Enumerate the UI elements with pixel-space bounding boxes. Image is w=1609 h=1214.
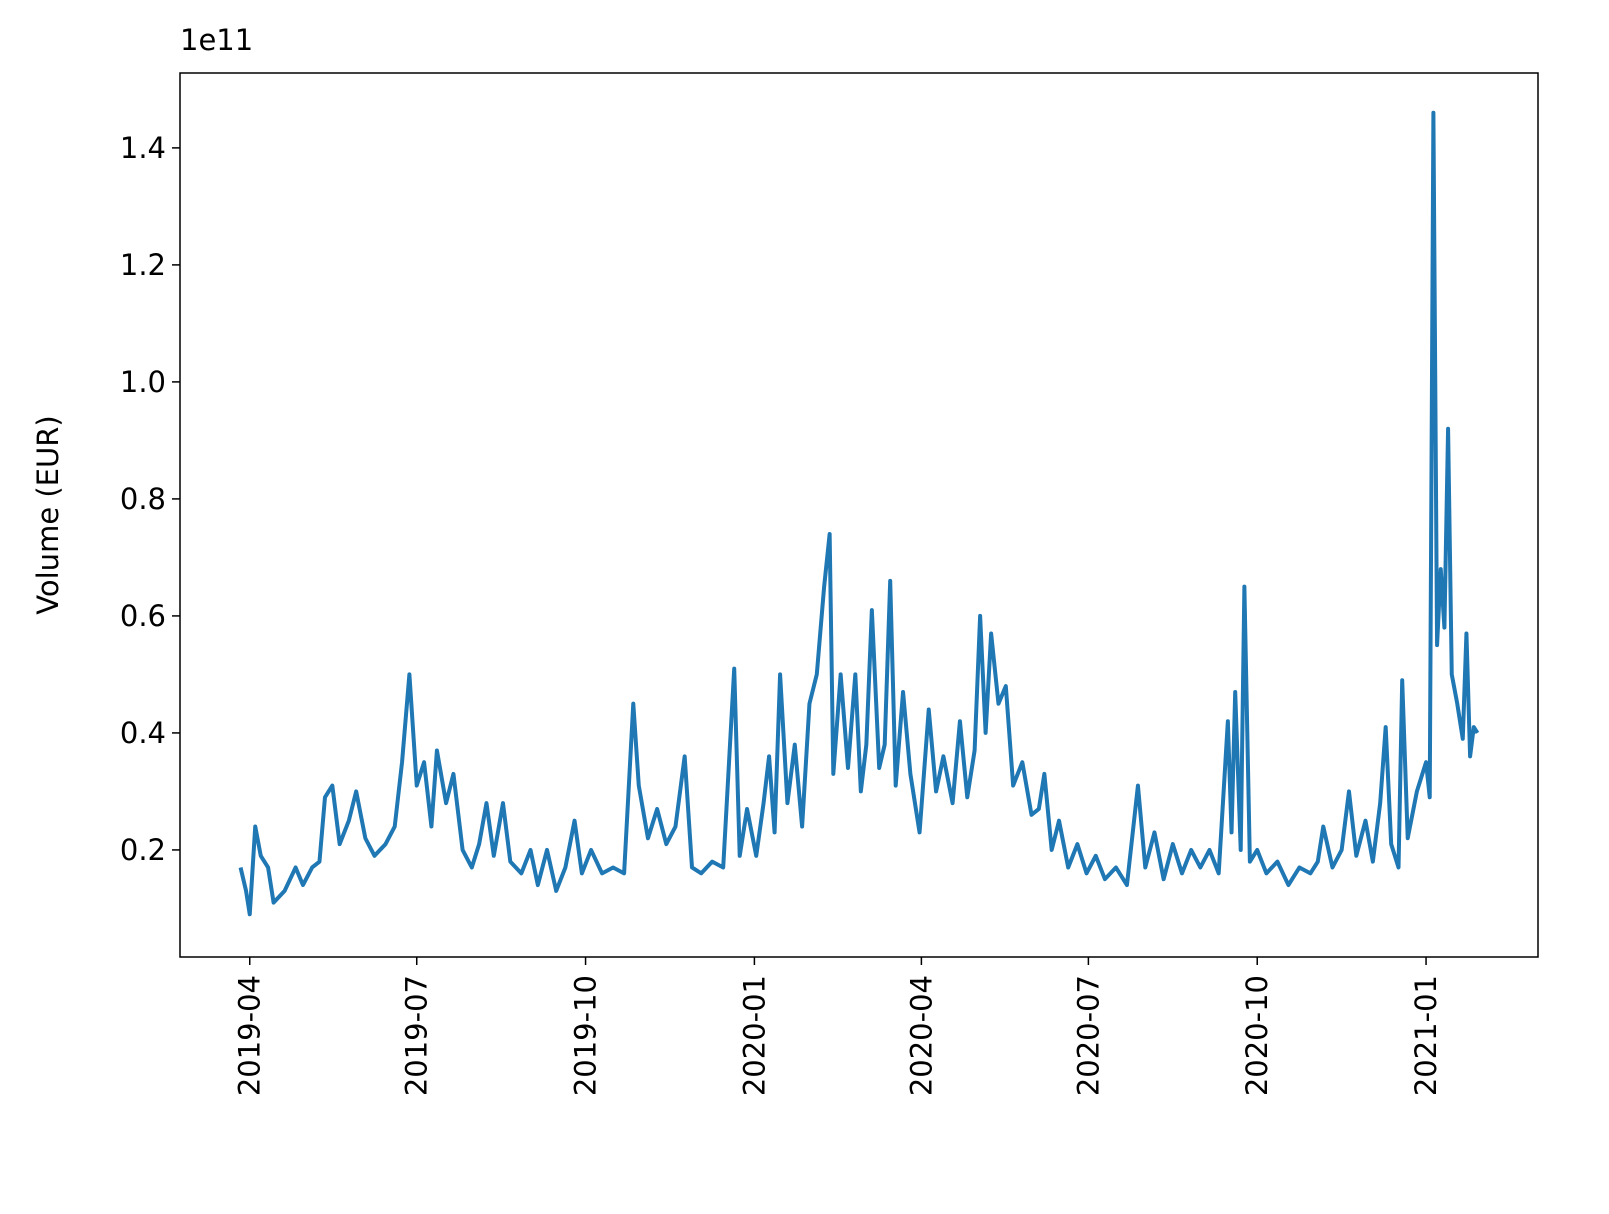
y-tick-label: 0.6 [120, 599, 166, 633]
y-tick-label: 0.8 [120, 482, 166, 516]
x-tick-label: 2020-10 [1240, 975, 1274, 1096]
y-tick-label: 0.2 [120, 833, 166, 867]
x-tick-label: 2021-01 [1409, 975, 1443, 1096]
x-tick-label: 2019-04 [233, 975, 267, 1096]
y-tick-label: 1.0 [120, 365, 166, 399]
y-tick-label: 1.2 [120, 248, 166, 282]
x-tick-label: 2019-10 [569, 975, 603, 1096]
offset-text: 1e11 [180, 23, 253, 57]
x-tick-label: 2020-04 [904, 975, 938, 1096]
x-tick-label: 2020-01 [737, 975, 771, 1096]
y-tick-label: 1.4 [120, 131, 166, 165]
x-tick-label: 2020-07 [1071, 975, 1105, 1096]
y-axis-label: Volume (EUR) [31, 415, 65, 614]
data-line [238, 110, 1480, 917]
plot-frame [179, 72, 1539, 958]
y-tick-label: 0.4 [120, 716, 166, 750]
x-tick-label: 2019-07 [400, 975, 434, 1096]
